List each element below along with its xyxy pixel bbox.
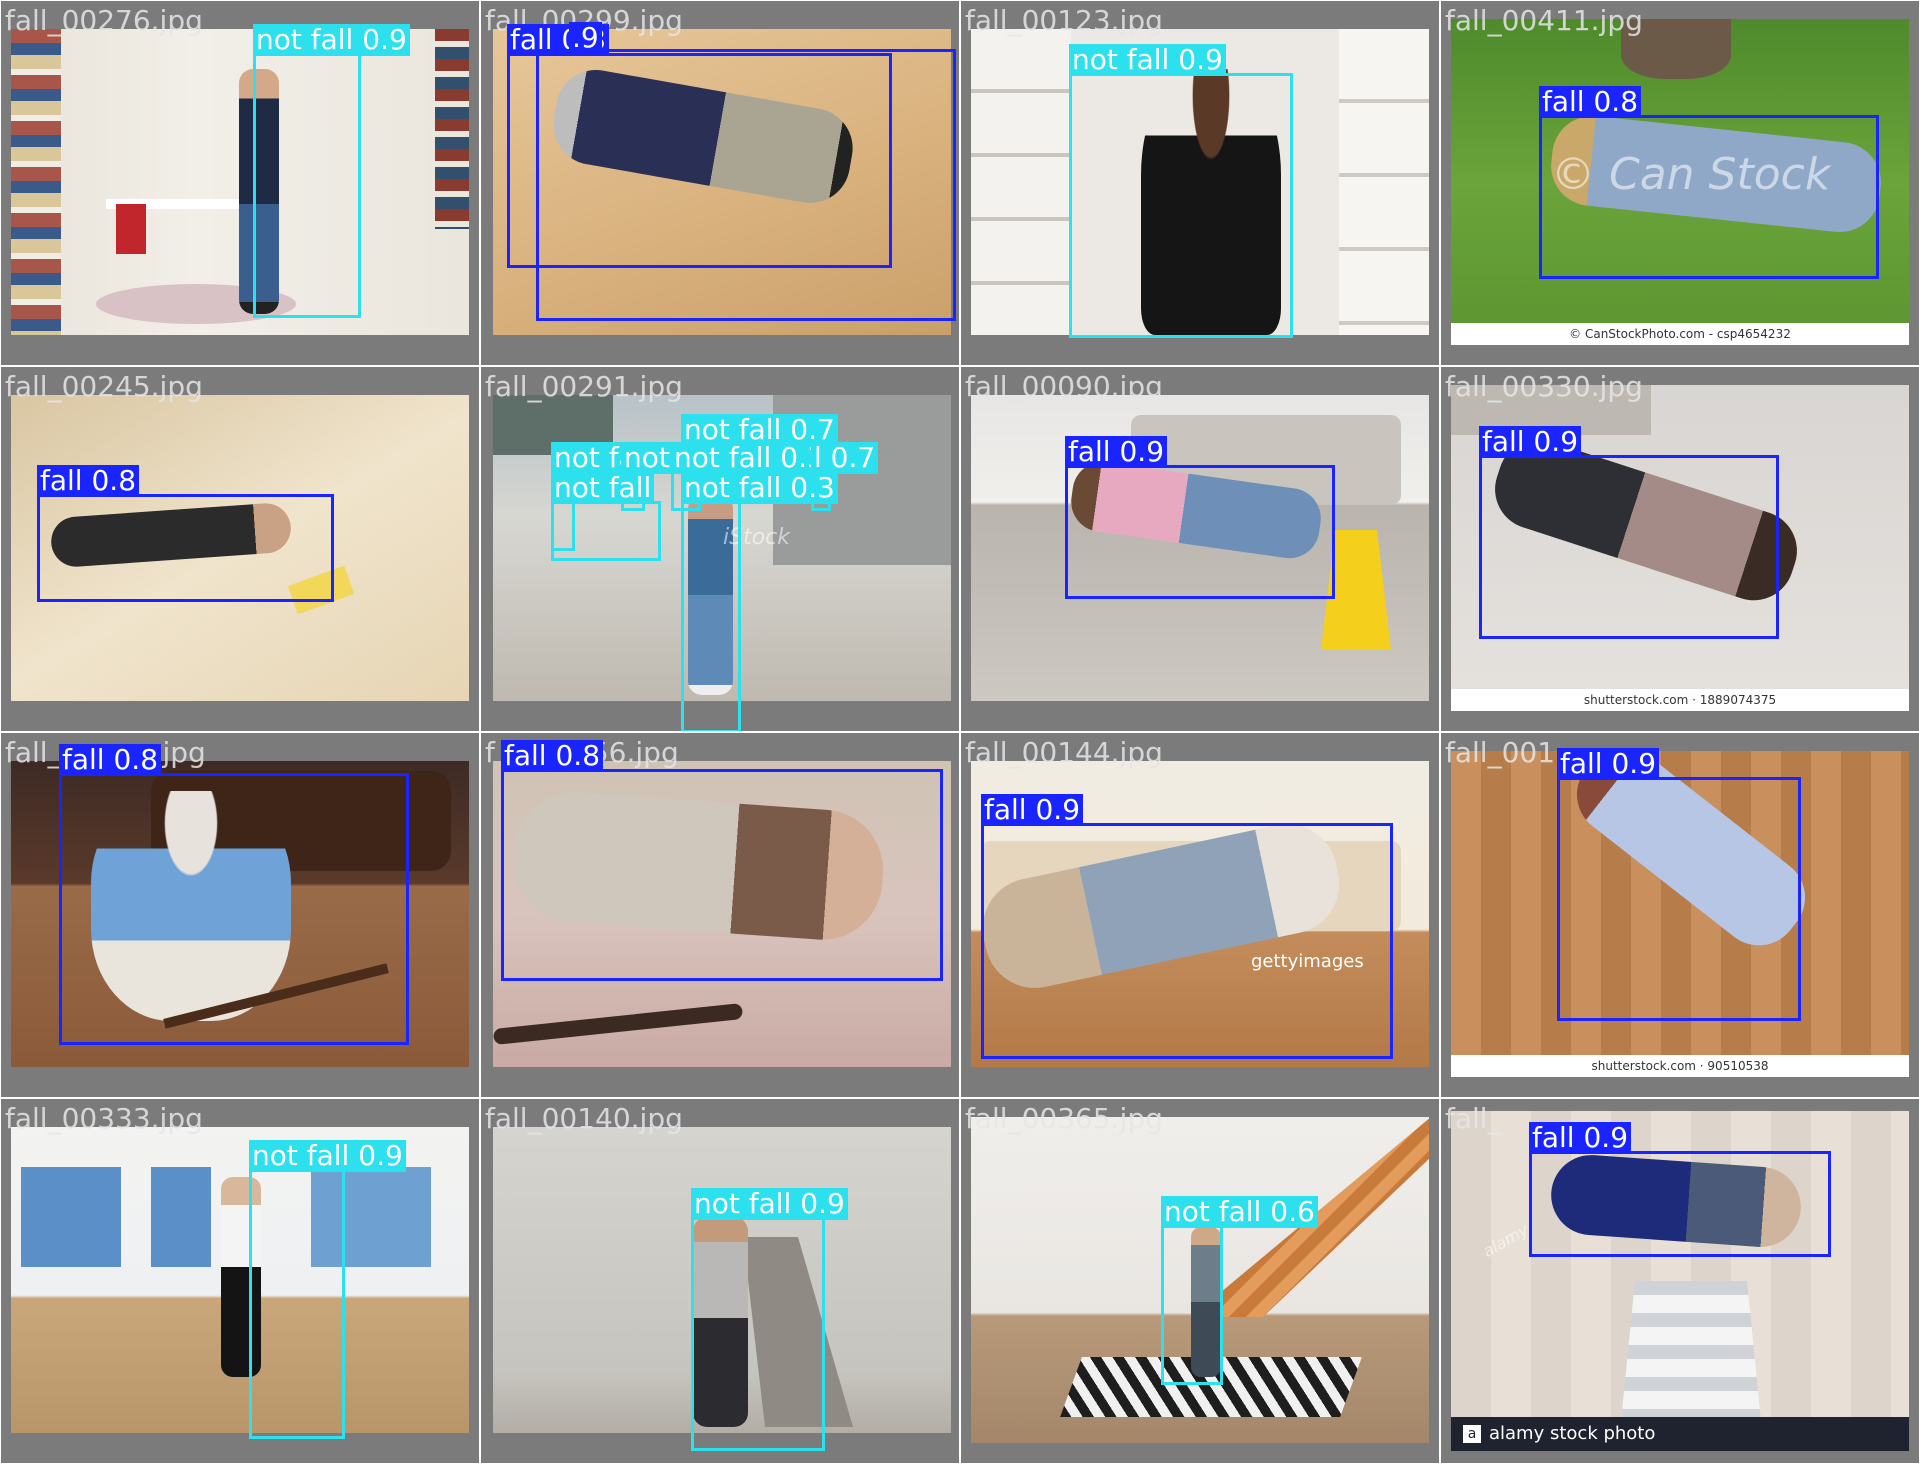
image-tile: fall_00245.jpg fall 0.8 xyxy=(1,367,479,731)
image-tile: fall_00299.jpg fall 0.3 .9 xyxy=(481,1,959,365)
filename-label: fall_00276.jpg xyxy=(5,3,203,39)
detection-label: not fall 0.9 xyxy=(691,1188,848,1220)
detection-box: not fall 0.9 xyxy=(253,53,361,318)
watermark: alamy xyxy=(1480,1220,1532,1261)
filename-label: fall_00123.jpg xyxy=(965,3,1163,39)
detection-box: fall 0.8 xyxy=(1539,115,1879,279)
detection-box: fall 0.9 xyxy=(1529,1151,1831,1257)
image-tile: alamy a alamy stock photo fall_ fall 0.9 xyxy=(1441,1099,1919,1463)
detection-box: fall 0.9 xyxy=(981,823,1393,1059)
stock-caption: © CanStockPhoto.com - csp4654232 xyxy=(1451,323,1909,345)
detection-box: not fall 0.9 xyxy=(1069,73,1293,338)
photo xyxy=(11,29,469,335)
detection-box: not fall 0.6 xyxy=(1161,1225,1223,1385)
filename-label: fall_001 xyxy=(1445,735,1555,771)
image-tile: gettyimages fall_00144.jpg fall 0.9 xyxy=(961,733,1439,1097)
detection-box: fall 0.9 xyxy=(1065,465,1335,599)
filename-label: fall_00291.jpg xyxy=(485,369,683,405)
detection-label: not fall 0.9 xyxy=(249,1140,406,1172)
filename-label: fall_00144.jpg xyxy=(965,735,1163,771)
detection-label: .9 xyxy=(569,22,602,54)
image-tile: fall_00140.jpg not fall 0.9 xyxy=(481,1099,959,1463)
detection-box: not fall 0.3 xyxy=(681,501,741,731)
stock-caption: shutterstock.com · 1889074375 xyxy=(1451,689,1909,711)
window xyxy=(21,1167,121,1267)
bookshelf xyxy=(435,29,469,229)
detection-box: not fall 0.9 xyxy=(691,1217,825,1451)
window xyxy=(151,1167,211,1267)
detection-box: not fall 0.9 xyxy=(249,1169,345,1439)
detection-label: not fall 0.6 xyxy=(1161,1196,1318,1228)
filename-label: fall_00090.jpg xyxy=(965,369,1163,405)
detection-label: not fall 0.9 xyxy=(253,24,410,56)
shelves xyxy=(971,29,1071,335)
detection-label: fall 0.8 xyxy=(501,740,603,772)
detection-box: not fall xyxy=(551,501,661,561)
image-tile: fall_00333.jpg not fall 0.9 xyxy=(1,1099,479,1463)
chair xyxy=(116,204,146,254)
detection-label: fall 0.8 xyxy=(1539,86,1641,118)
stock-caption-text: alamy stock photo xyxy=(1489,1423,1655,1444)
image-tile: shutterstock.com · 90510538 fall_001 fal… xyxy=(1441,733,1919,1097)
bookshelf xyxy=(11,29,61,335)
detection-box: fall 0.8 xyxy=(501,769,943,981)
detection-label: not fall xyxy=(551,472,654,504)
filename-label: fall_00333.jpg xyxy=(5,1101,203,1137)
detection-label: fall 0.9 xyxy=(1529,1122,1631,1154)
filename-label: fall_00245.jpg xyxy=(5,369,203,405)
stock-caption: a alamy stock photo xyxy=(1451,1417,1909,1451)
alamy-logo-icon: a xyxy=(1463,1425,1481,1443)
shelves xyxy=(1339,29,1429,335)
image-tile: fall_00276.jpg not fall 0.9 xyxy=(1,1,479,365)
detection-label: fall 0.9 xyxy=(1557,748,1659,780)
image-tile: shutterstock.com · 1889074375 fall_00330… xyxy=(1441,367,1919,731)
image-tile: f 56.jpg fall 0.8 xyxy=(481,733,959,1097)
detection-box: fall 0.9 xyxy=(1479,455,1779,639)
detection-label: fall 0.9 xyxy=(981,794,1083,826)
image-tile: fall_00123.jpg not fall 0.9 xyxy=(961,1,1439,365)
filename-label: fall_00365.jpg xyxy=(965,1101,1163,1137)
filename-label: fall_00330.jpg xyxy=(1445,369,1643,405)
stock-caption: shutterstock.com · 90510538 xyxy=(1451,1055,1909,1077)
image-tile: © Can Stock © CanStockPhoto.com - csp465… xyxy=(1441,1,1919,365)
image-tile: fall_00090.jpg fall 0.9 xyxy=(961,367,1439,731)
detection-label: l 0.7 xyxy=(811,442,878,474)
image-tile: iStock fall_00291.jpg not fall 0.7 not f… xyxy=(481,367,959,731)
detection-box: fall 0.8 xyxy=(37,494,334,602)
detection-label: fall 0.9 xyxy=(1479,426,1581,458)
detection-label: not fall 0.9 xyxy=(1069,44,1226,76)
filename-label: fall_00411.jpg xyxy=(1445,3,1643,39)
filename-label: fall_00140.jpg xyxy=(485,1101,683,1137)
ladder xyxy=(1621,1281,1761,1421)
photo xyxy=(11,1127,469,1433)
detection-box: .9 xyxy=(536,49,956,321)
filename-label: fall_ xyxy=(1445,1101,1502,1137)
detection-label: fall 0.9 xyxy=(1065,436,1167,468)
detection-box: fall 0.8 xyxy=(59,773,409,1045)
detection-label: fall 0.8 xyxy=(37,465,139,497)
detection-label: fall 0.8 xyxy=(59,744,161,776)
cane xyxy=(493,1003,743,1045)
detection-label: not fall 0.3 xyxy=(671,442,828,474)
detection-box: fall 0.9 xyxy=(1557,777,1801,1021)
image-tile: fall_ .jpg fall 0.8 xyxy=(1,733,479,1097)
image-tile: fall_00365.jpg not fall 0.6 xyxy=(961,1099,1439,1463)
detection-label: not fall 0.3 xyxy=(681,472,838,504)
